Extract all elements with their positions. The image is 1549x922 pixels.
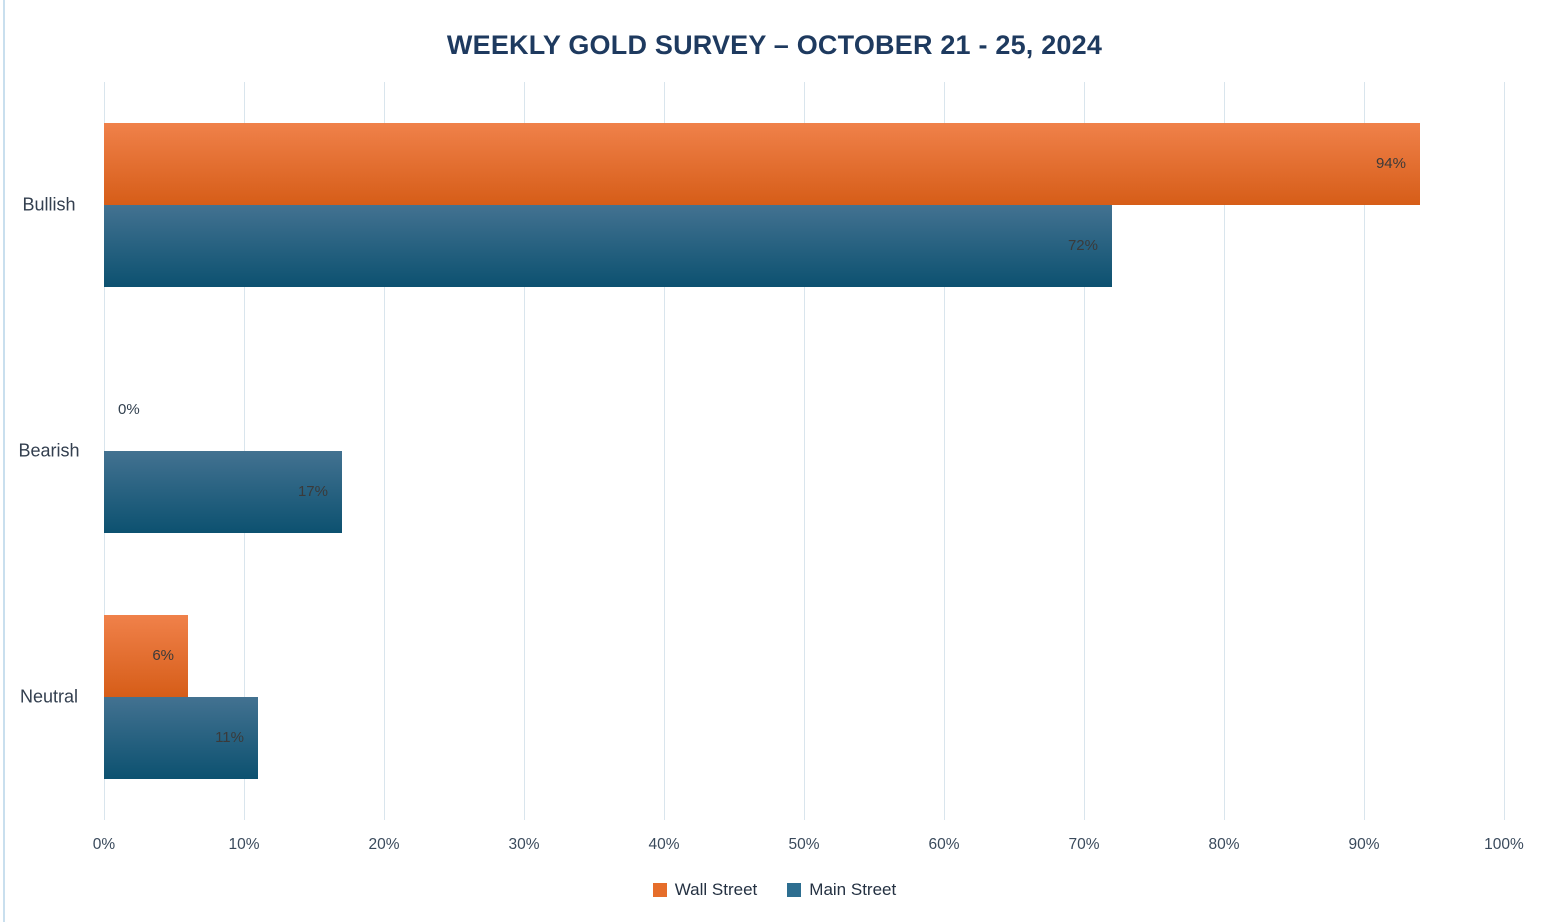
- x-axis-tick-label: 90%: [1348, 836, 1380, 853]
- category-label-neutral: Neutral: [19, 686, 79, 707]
- chart-title: WEEKLY GOLD SURVEY – OCTOBER 21 - 25, 20…: [446, 30, 1103, 60]
- bar-main-street-neutral: [104, 697, 258, 779]
- value-label-wall-street-neutral: 6%: [152, 647, 174, 664]
- x-axis-tick-label: 50%: [788, 836, 820, 853]
- x-axis-tick-label: 30%: [508, 836, 540, 853]
- x-axis-tick-label: 60%: [928, 836, 960, 853]
- x-axis-tick-label: 10%: [228, 836, 260, 853]
- legend-label-main-street: Main Street: [809, 880, 897, 899]
- value-label-main-street-bearish: 17%: [297, 483, 328, 500]
- bar-main-street-bearish: [104, 451, 342, 533]
- gridline: [664, 82, 665, 820]
- value-label-wall-street-bearish: 0%: [118, 401, 140, 418]
- gridline: [1504, 82, 1505, 820]
- category-label-bullish: Bullish: [22, 194, 76, 215]
- gridline: [524, 82, 525, 820]
- legend-item-main-street: Main Street: [787, 880, 896, 900]
- plot-area: [104, 82, 1505, 820]
- x-axis-tick-label: 20%: [368, 836, 400, 853]
- bar-wall-street-neutral: [104, 615, 188, 697]
- legend-item-wall-street: Wall Street: [652, 880, 758, 900]
- gridline: [384, 82, 385, 820]
- gridline: [1224, 82, 1225, 820]
- x-axis-tick-label: 70%: [1068, 836, 1100, 853]
- category-label-bearish: Bearish: [18, 440, 80, 461]
- gridline: [804, 82, 805, 820]
- chart-left-border: [3, 0, 5, 922]
- gridline: [1364, 82, 1365, 820]
- x-axis-tick-label: 0%: [92, 836, 116, 853]
- legend-swatch-wall-street: [652, 883, 667, 897]
- legend-swatch-main-street: [787, 883, 802, 897]
- legend-label-wall-street: Wall Street: [674, 880, 758, 899]
- gridline: [944, 82, 945, 820]
- legend: Wall Street Main Street: [0, 880, 1549, 900]
- value-label-main-street-bullish: 72%: [1067, 237, 1098, 254]
- x-axis-tick-label: 100%: [1484, 836, 1524, 853]
- value-label-wall-street-bullish: 94%: [1375, 155, 1406, 172]
- value-label-main-street-neutral: 11%: [215, 729, 244, 746]
- bar-main-street-bullish: [104, 205, 1112, 287]
- x-axis-tick-label: 40%: [648, 836, 680, 853]
- x-axis-tick-label: 80%: [1208, 836, 1240, 853]
- bar-wall-street-bullish: [104, 123, 1420, 205]
- gridline: [1084, 82, 1085, 820]
